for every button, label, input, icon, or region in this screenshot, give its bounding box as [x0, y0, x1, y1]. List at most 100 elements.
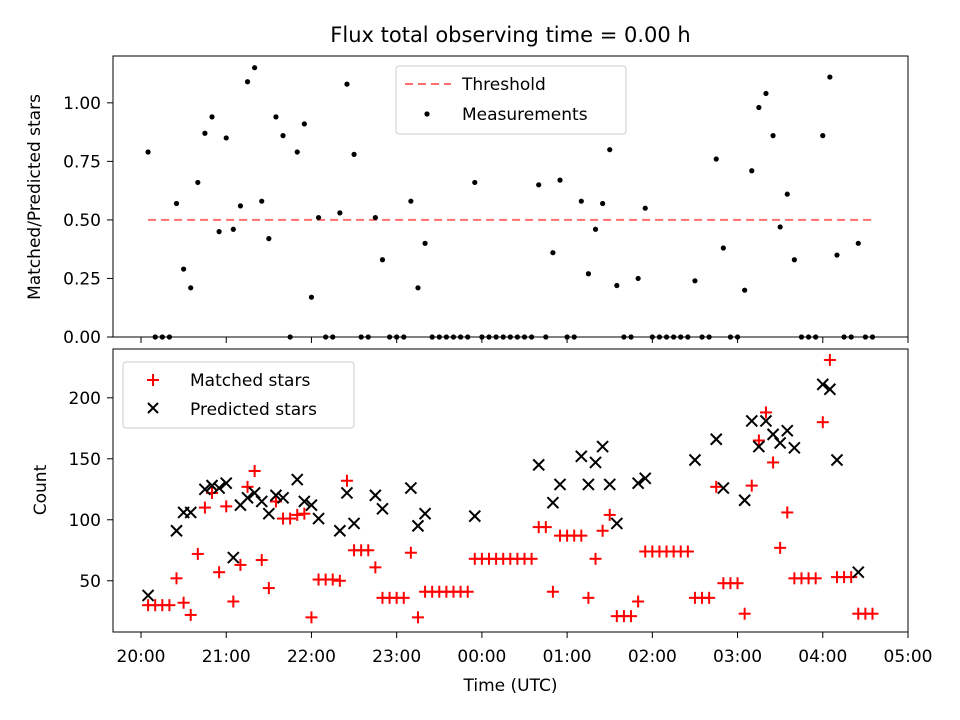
matched-star-marker — [575, 529, 588, 542]
matched-star-marker — [170, 572, 183, 585]
bottom-y-tick-label: 50 — [79, 572, 101, 592]
measurement-point — [230, 226, 236, 232]
predicted-star-marker — [418, 507, 432, 520]
measurement-point — [536, 182, 542, 188]
measurement-point — [557, 177, 563, 183]
matched-star-marker — [589, 552, 602, 565]
bottom-x-ticks: 20:00 21:00 22:00 23:00 00:00 01:00 02:00 03:00… — [117, 632, 933, 667]
measurement-point — [692, 278, 698, 284]
measurement-point — [820, 133, 826, 139]
matched-star-marker — [340, 474, 353, 487]
predicted-star-marker — [532, 458, 545, 472]
top-y-tick-label: 0.25 — [63, 269, 101, 289]
x-tick-label: 02:00 — [628, 647, 677, 667]
matched-star-marker — [220, 500, 233, 513]
matched-star-marker — [603, 508, 616, 521]
bottom-y-ticks: 50 100 150 200 — [69, 389, 113, 592]
measurement-point — [578, 198, 584, 204]
predicted-star-marker — [575, 450, 588, 463]
measurement-point — [294, 149, 300, 155]
measurement-point — [827, 74, 833, 80]
predicted-star-marker — [603, 478, 616, 491]
predicted-star-marker — [596, 440, 609, 453]
matched-star-marker — [248, 464, 261, 477]
measurement-point — [244, 79, 251, 85]
legend-predicted-swatch — [147, 402, 159, 414]
matched-star-marker — [866, 607, 879, 620]
predicted-star-marker — [340, 486, 354, 500]
predicted-star-marker — [333, 524, 347, 537]
matched-star-marker — [745, 479, 758, 492]
predicted-star-marker — [468, 509, 481, 523]
matched-star-marker — [298, 507, 311, 520]
predicted-star-marker — [852, 566, 865, 579]
measurement-point — [188, 285, 194, 291]
top-y-tick-label: 0.50 — [63, 211, 101, 231]
matched-star-marker — [213, 566, 226, 579]
measurement-point — [280, 133, 286, 139]
matched-star-marker — [752, 434, 765, 447]
measurement-point — [756, 104, 762, 111]
matched-star-marker — [781, 506, 794, 519]
measurement-point — [415, 285, 421, 291]
matched-stars-points — [142, 353, 879, 624]
bottom-plot-frame — [112, 348, 909, 633]
matched-star-marker — [305, 611, 318, 624]
measurement-point — [181, 266, 187, 272]
predicted-star-marker — [745, 414, 758, 428]
matched-star-marker — [539, 521, 552, 534]
x-tick-label: 20:00 — [117, 647, 166, 667]
matched-star-marker — [163, 599, 176, 612]
matched-star-marker — [525, 552, 538, 565]
predicted-star-marker — [198, 483, 212, 496]
measurement-point — [592, 226, 599, 232]
measurement-point — [550, 250, 556, 256]
matched-star-marker — [411, 611, 424, 624]
measurement-point — [422, 240, 428, 246]
predicted-star-marker — [631, 476, 645, 490]
measurement-point — [585, 271, 592, 277]
x-tick-label: 01:00 — [543, 647, 592, 667]
top-legend-box — [395, 65, 627, 135]
predicted-star-marker — [752, 440, 766, 453]
top-chart-title: Flux total observing time = 0.00 h — [330, 23, 690, 47]
x-tick-label: 22:00 — [287, 647, 336, 667]
predicted-star-marker — [710, 433, 723, 446]
matched-star-marker — [362, 544, 375, 557]
matched-star-marker — [461, 585, 474, 598]
predicted-star-marker — [262, 507, 276, 520]
measurement-point — [372, 214, 378, 221]
predicted-star-marker — [298, 495, 311, 508]
predicted-star-marker — [553, 478, 567, 491]
measurement-point — [763, 90, 769, 97]
matched-star-marker — [241, 480, 254, 493]
measurement-point — [252, 65, 258, 71]
predicted-star-marker — [610, 517, 624, 530]
matched-star-marker — [369, 561, 382, 574]
bottom-y-tick-label: 200 — [69, 389, 101, 409]
predicted-star-marker — [269, 489, 283, 502]
predicted-star-marker — [717, 481, 730, 495]
matched-star-marker — [703, 591, 716, 604]
measurement-point — [301, 121, 307, 127]
predicted-star-marker — [788, 441, 801, 455]
bottom-legend: Matched stars Predicted stars — [122, 361, 355, 429]
matched-star-marker — [291, 508, 304, 521]
matched-star-marker — [596, 524, 609, 537]
x-tick-label: 21:00 — [202, 647, 251, 667]
bottom-y-tick-label: 150 — [69, 450, 101, 470]
predicted-star-marker — [376, 502, 389, 516]
legend-matched-swatch — [147, 374, 159, 386]
measurement-point — [209, 114, 215, 120]
matched-star-marker — [326, 573, 339, 586]
predicted-star-marker — [248, 486, 261, 500]
predicted-star-marker — [639, 472, 652, 485]
measurement-point — [791, 257, 797, 263]
predicted-star-marker — [738, 494, 751, 507]
predicted-star-marker — [411, 519, 425, 533]
measurement-point — [784, 191, 790, 197]
predicted-star-marker — [184, 506, 197, 519]
matched-star-marker — [397, 591, 410, 604]
measurement-point — [408, 198, 414, 204]
